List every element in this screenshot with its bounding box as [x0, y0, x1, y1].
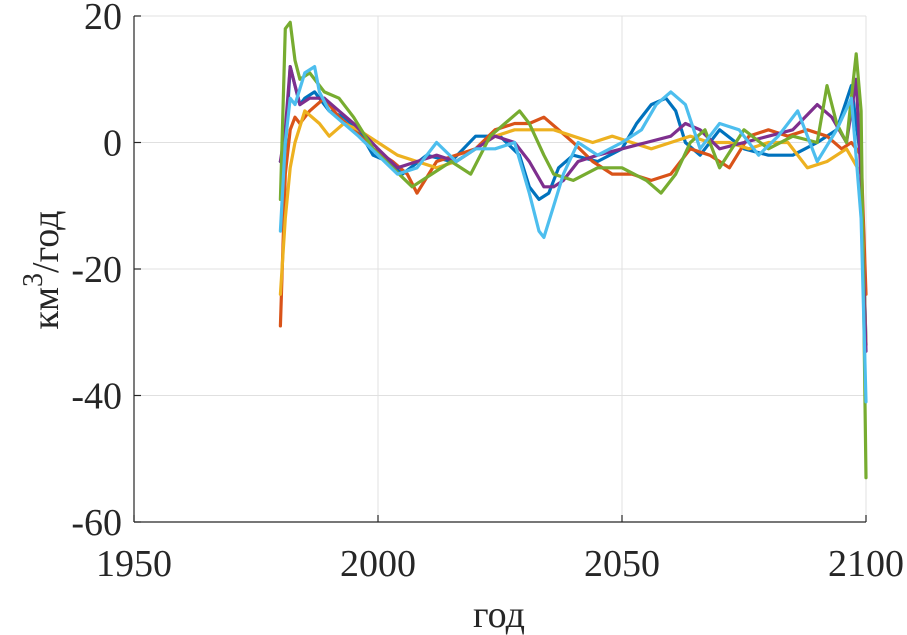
x-tick-label: 2000 — [340, 543, 416, 585]
series-line-1 — [278, 65, 868, 347]
x-tick-label: 1950 — [96, 543, 172, 585]
x-tick-label: 2100 — [828, 543, 904, 585]
y-tick-label: -40 — [71, 376, 122, 418]
y-axis-title-superscript: 3 — [18, 273, 49, 287]
y-tick-label: -20 — [71, 249, 122, 291]
y-tick-label: 20 — [84, 0, 122, 38]
y-axis-title: км3/год — [18, 211, 67, 330]
y-axis-title-base: км — [25, 287, 67, 330]
series-lines — [278, 20, 868, 480]
axis-titles: год км3/год — [18, 211, 525, 635]
y-axis-title-tail: /год — [25, 211, 67, 273]
x-tick-label: 2050 — [584, 543, 660, 585]
series-line-4 — [278, 65, 868, 353]
grid-lines — [133, 15, 867, 523]
y-tick-label: -60 — [71, 502, 122, 544]
y-tick-label: 0 — [103, 123, 122, 165]
axes — [133, 15, 867, 523]
series-line-6 — [278, 65, 868, 404]
x-axis-title: год — [473, 594, 525, 635]
tick-labels: 1950 2000 2050 2100 20 0 -20 -40 -60 — [71, 0, 904, 585]
series-line-5 — [278, 20, 868, 480]
